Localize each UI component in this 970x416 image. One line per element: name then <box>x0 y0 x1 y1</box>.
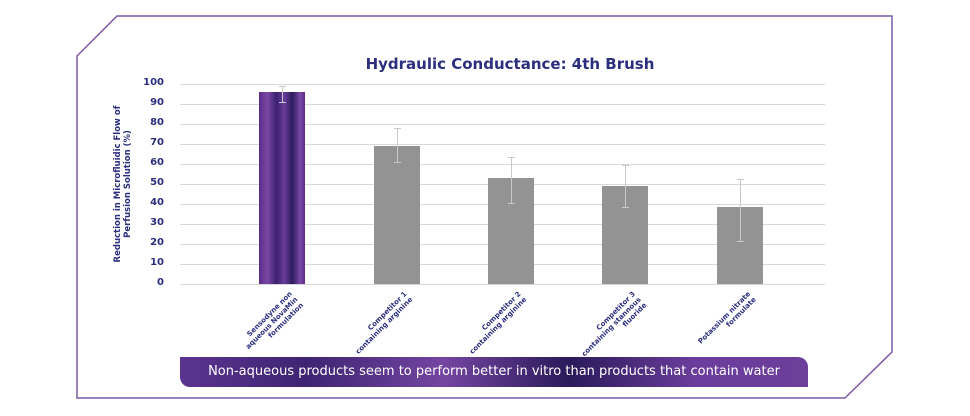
chart-title: Hydraulic Conductance: 4th Brush <box>365 55 655 73</box>
gridline <box>180 144 825 145</box>
error-bar <box>282 86 283 102</box>
error-bar-cap <box>279 102 286 103</box>
y-tick-label: 60 <box>150 157 164 168</box>
y-tick-label: 90 <box>150 97 164 108</box>
error-bar-cap <box>737 241 744 242</box>
y-tick-label: 50 <box>150 177 164 188</box>
error-bar <box>740 179 741 241</box>
error-bar-cap <box>279 86 286 87</box>
error-bar-cap <box>737 179 744 180</box>
bar <box>374 146 420 284</box>
y-tick-label: 100 <box>143 77 164 88</box>
error-bar-cap <box>622 165 629 166</box>
y-tick-label: 40 <box>150 197 164 208</box>
y-tick-label: 80 <box>150 117 164 128</box>
y-tick-label: 20 <box>150 237 164 248</box>
y-tick-label: 30 <box>150 217 164 228</box>
gridline <box>180 104 825 105</box>
gridline <box>180 84 825 85</box>
y-tick-label: 70 <box>150 137 164 148</box>
error-bar-cap <box>622 207 629 208</box>
error-bar <box>397 128 398 162</box>
gridline <box>180 164 825 165</box>
y-tick-label: 10 <box>150 257 164 268</box>
error-bar-cap <box>394 162 401 163</box>
error-bar <box>625 165 626 207</box>
gridline <box>180 124 825 125</box>
conclusion-banner: Non-aqueous products seem to perform bet… <box>180 357 808 387</box>
y-tick-label: 0 <box>157 277 164 288</box>
error-bar-cap <box>394 128 401 129</box>
gridline <box>180 284 825 285</box>
y-axis-label: Reduction in Microfluidic Flow of Perfus… <box>113 105 133 263</box>
error-bar-cap <box>508 203 515 204</box>
error-bar-cap <box>508 157 515 158</box>
error-bar <box>511 157 512 203</box>
bar <box>259 92 305 284</box>
